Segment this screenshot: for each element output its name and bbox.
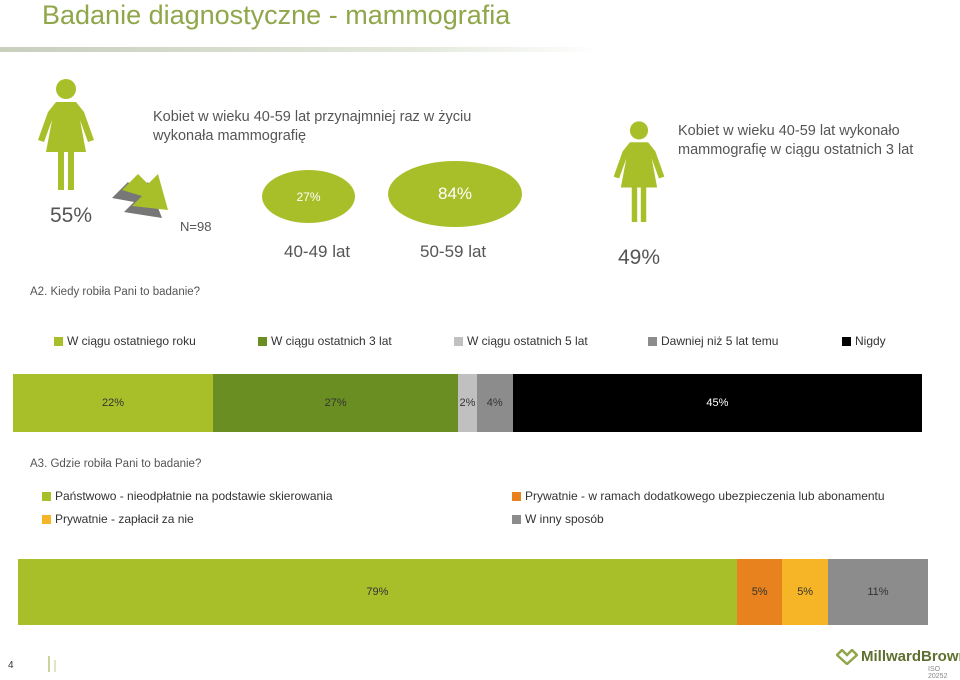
chart-a2-title: A2. Kiedy robiła Pani to badanie?	[30, 286, 201, 298]
title-divider	[0, 47, 600, 52]
bar-segment: 5%	[736, 559, 783, 625]
chart-a3-bar: 79% 5% 5% 11%	[18, 559, 928, 625]
right-panel-text: Kobiet w wieku 40-59 lat wykonało mammog…	[678, 123, 914, 158]
legend-label: Prywatnie - w ramach dodatkowego ubezpie…	[525, 489, 885, 503]
bar-segment-label: 45%	[706, 397, 729, 409]
legend-item: W inny sposób	[512, 512, 604, 526]
legend-swatch	[42, 514, 51, 524]
bar-segment-label: 79%	[366, 586, 389, 598]
age-label-50-59: 50-59 lat	[420, 242, 487, 261]
iso-badge: ISO 20252	[928, 666, 948, 680]
bar-segment-label: 11%	[867, 586, 889, 598]
chart-a2-legend: W ciągu ostatniego roku W ciągu ostatnic…	[54, 334, 934, 350]
legend-swatch	[842, 336, 851, 346]
legend-label: W ciągu ostatniego roku	[67, 334, 196, 348]
right-panel-pct: 49%	[618, 246, 661, 269]
left-panel-text: Kobiet w wieku 40-59 lat przynajmniej ra…	[153, 109, 472, 144]
bar-segment: 45%	[512, 374, 922, 432]
bar-segment-label: 5%	[751, 586, 768, 598]
ellipse-50-59-value: 84%	[437, 184, 473, 203]
bar-segment-label: 4%	[486, 397, 503, 409]
legend-label: Dawniej niż 5 lat temu	[661, 334, 779, 348]
ellipse-50-59: 84%	[388, 161, 522, 227]
logo-icon	[836, 648, 858, 665]
legend-label: W ciągu ostatnich 5 lat	[467, 334, 588, 348]
legend-swatch	[512, 514, 521, 524]
legend-label: W inny sposób	[525, 512, 604, 526]
chart-a3-title: A3. Gdzie robiła Pani to badanie?	[30, 458, 202, 470]
legend-label: Prywatnie - zapłacił za nie	[55, 512, 194, 526]
legend-label: Państwowo - nieodpłatnie na podstawie sk…	[55, 489, 333, 503]
legend-item: Prywatnie - zapłacił za nie	[42, 512, 194, 526]
legend-swatch	[42, 491, 51, 501]
bar-segment: 79%	[18, 559, 737, 625]
bar-segment-label: 2%	[459, 397, 476, 409]
bar-segment: 22%	[13, 374, 213, 432]
legend-swatch	[648, 336, 657, 346]
ellipse-40-49: 27%	[262, 170, 355, 223]
bar-segment: 27%	[212, 374, 459, 432]
left-panel-pct: 55%	[50, 204, 93, 227]
legend-item: W ciągu ostatnich 5 lat	[454, 334, 588, 348]
woman-icon	[38, 79, 94, 190]
ellipse-40-49-value: 27%	[296, 189, 321, 204]
footer-divider	[54, 660, 56, 672]
legend-swatch	[512, 491, 521, 501]
legend-item: Nigdy	[842, 334, 886, 348]
legend-label: Nigdy	[855, 334, 886, 348]
legend-item: W ciągu ostatniego roku	[54, 334, 196, 348]
legend-item: Dawniej niż 5 lat temu	[648, 334, 778, 348]
bar-segment-label: 22%	[101, 397, 124, 409]
chart-a2-bar: 22% 27% 2% 4% 45%	[13, 374, 922, 432]
sample-size: N=98	[180, 219, 212, 234]
page-number: 4	[8, 660, 14, 671]
legend-item: Prywatnie - w ramach dodatkowego ubezpie…	[512, 489, 885, 503]
footer-divider	[48, 656, 50, 672]
legend-swatch	[258, 336, 267, 346]
legend-item: W ciągu ostatnich 3 lat	[258, 334, 392, 348]
bar-segment: 4%	[476, 374, 513, 432]
page-title: Badanie diagnostyczne - mammografia	[42, 0, 511, 30]
logo-text: MillwardBrown	[861, 648, 960, 665]
arrow-icon	[112, 174, 168, 218]
age-label-40-49: 40-49 lat	[284, 242, 351, 261]
legend-item: Państwowo - nieodpłatnie na podstawie sk…	[42, 489, 333, 503]
bar-segment: 5%	[782, 559, 828, 625]
woman-icon	[613, 121, 665, 222]
chart-a3-legend: Państwowo - nieodpłatnie na podstawie sk…	[42, 489, 942, 529]
legend-label: W ciągu ostatnich 3 lat	[271, 334, 392, 348]
legend-swatch	[454, 336, 463, 346]
company-logo: MillwardBrown	[836, 648, 960, 665]
legend-swatch	[54, 336, 63, 346]
bar-segment: 2%	[458, 374, 477, 432]
bar-segment-label: 5%	[797, 586, 814, 598]
bar-segment: 11%	[827, 559, 928, 625]
bar-segment-label: 27%	[324, 397, 347, 409]
